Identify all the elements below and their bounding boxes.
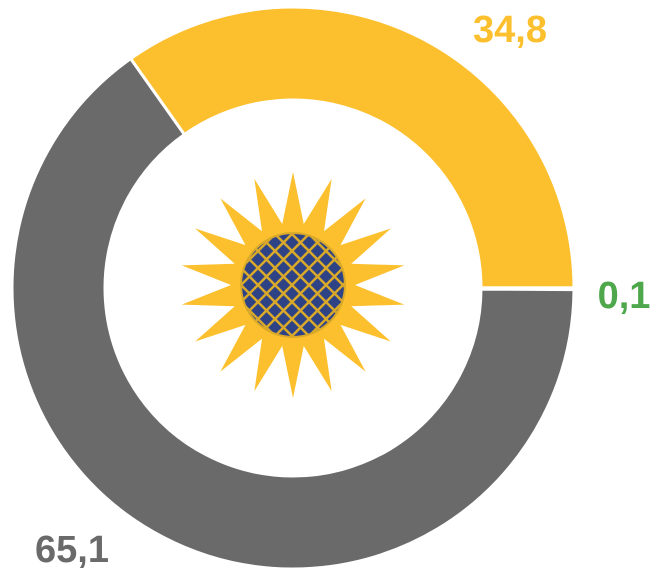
lattice-line bbox=[241, 233, 285, 337]
donut-slice bbox=[10, 56, 576, 571]
lattice-line bbox=[265, 233, 345, 337]
sunflower-icon bbox=[181, 172, 405, 398]
lattice-line bbox=[241, 233, 285, 337]
data-label: 65,1 bbox=[35, 529, 109, 571]
lattice-line bbox=[241, 233, 336, 337]
donut bbox=[10, 5, 576, 571]
lattice-line bbox=[241, 233, 319, 337]
lattice-line bbox=[299, 233, 345, 337]
data-label: 0,1 bbox=[598, 275, 651, 317]
data-label: 34,8 bbox=[473, 9, 547, 51]
lattice-line bbox=[241, 233, 302, 337]
lattice-line bbox=[241, 233, 302, 337]
donut-slice bbox=[128, 5, 576, 290]
lattice-line bbox=[282, 233, 345, 337]
lattice-line bbox=[299, 233, 345, 337]
lattice-line bbox=[248, 233, 345, 337]
